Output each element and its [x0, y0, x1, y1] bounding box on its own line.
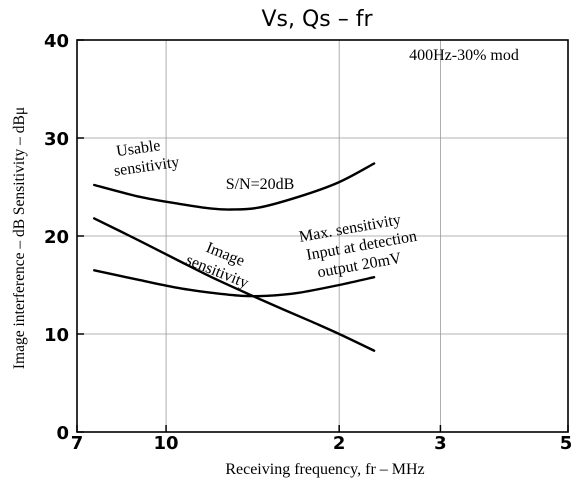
x-tick-label-7: 7 [71, 433, 84, 454]
chart-title: Vs, Qs – fr [261, 7, 373, 32]
series-line-max-sensitivity [93, 269, 376, 298]
y-tick-label-40: 40 [44, 31, 69, 52]
y-tick-label-30: 30 [44, 129, 69, 150]
x-axis-label: Receiving frequency, fr – MHz [225, 461, 424, 478]
x-tick-label-5: 5 [560, 433, 573, 454]
x-tick-label-3: 3 [434, 433, 447, 454]
y-tick-label-0: 0 [56, 423, 69, 444]
usable-sensitivity-label-line1: Usable [115, 137, 161, 160]
snr-label: S/N=20dB [226, 176, 295, 193]
max-sensitivity-label: Max. sensitivity Input at detection outp… [298, 211, 418, 281]
modulation-label: 400Hz-30% mod [409, 47, 519, 64]
image-sensitivity-label: Image sensitivity [183, 239, 250, 292]
y-axis-ticks: 0 10 20 30 40 [44, 31, 84, 444]
grid [77, 40, 568, 432]
y-axis-label: Image interference – dB Sensitivity – dB… [11, 107, 28, 369]
y-tick-label-10: 10 [44, 325, 69, 346]
series-line-image-sensitivity [93, 217, 376, 352]
x-tick-label-2: 2 [333, 433, 346, 454]
series-layer [93, 162, 376, 352]
x-axis-ticks: 7 10 2 3 5 [71, 425, 573, 454]
series-line-usable-sensitivity [93, 162, 376, 211]
y-tick-label-20: 20 [44, 227, 69, 248]
x-tick-label-10: 10 [154, 433, 179, 454]
usable-sensitivity-label: Usable sensitivity [113, 137, 181, 180]
